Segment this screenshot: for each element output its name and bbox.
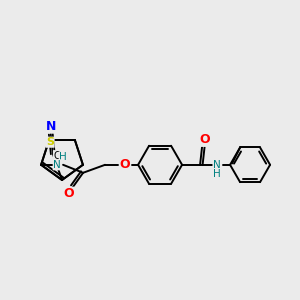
Text: O: O (200, 133, 210, 146)
Text: H: H (59, 152, 67, 162)
Text: O: O (64, 187, 74, 200)
Text: S: S (46, 137, 54, 147)
Text: H: H (213, 169, 221, 179)
Text: O: O (120, 158, 130, 171)
Text: N: N (213, 160, 221, 170)
Text: C: C (53, 151, 60, 160)
Text: N: N (53, 160, 61, 170)
Text: N: N (46, 120, 56, 133)
